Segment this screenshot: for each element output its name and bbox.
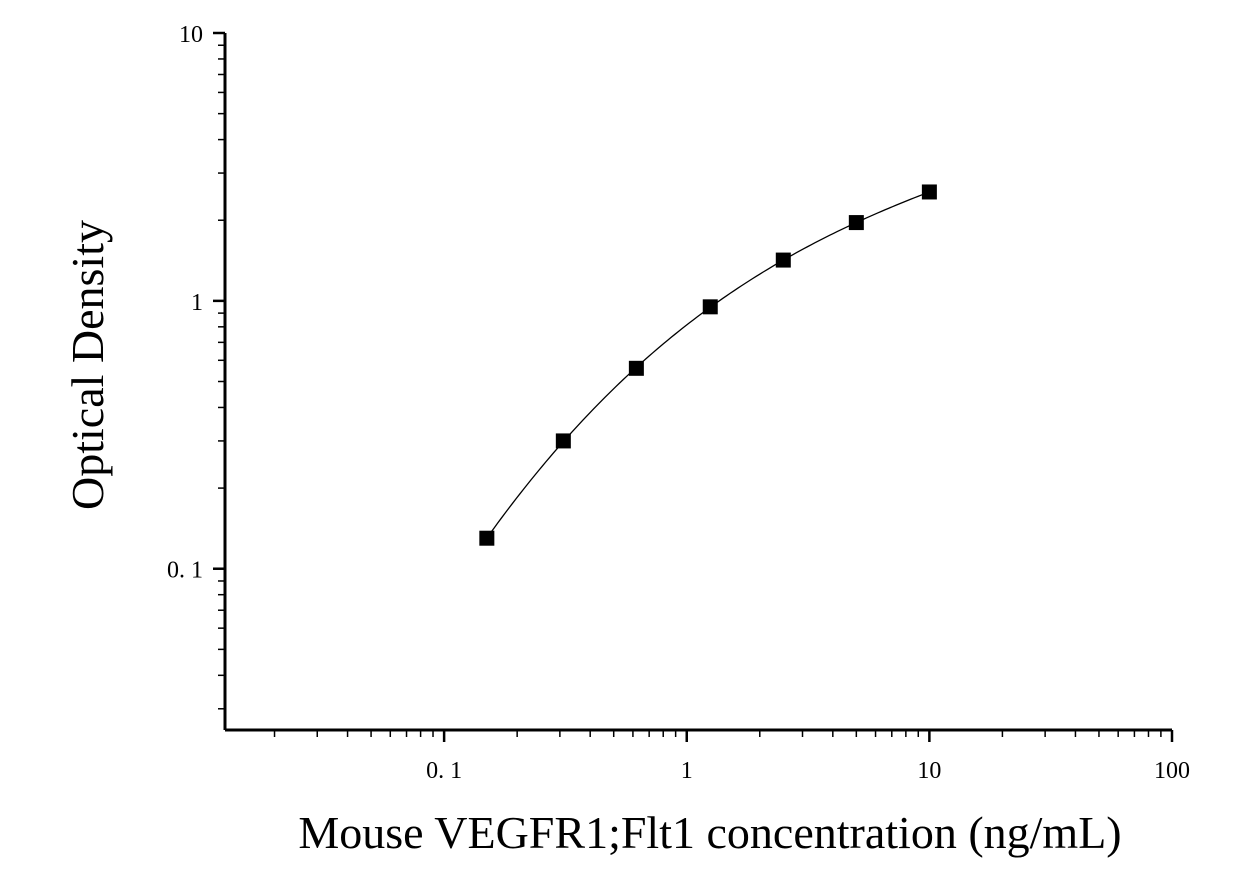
- y-tick-label: 1: [191, 290, 203, 316]
- y-tick-label: 10: [179, 22, 203, 48]
- data-points: [479, 184, 937, 546]
- x-axis-title: Mouse VEGFR1;Flt1 concentration (ng/mL): [298, 807, 1121, 858]
- x-tick-label: 100: [1154, 758, 1190, 784]
- data-point: [555, 433, 571, 449]
- axes: [223, 33, 1172, 732]
- data-point: [921, 184, 937, 200]
- y-axis-title: Optical Density: [62, 220, 113, 510]
- fit-curve-layer: [486, 191, 930, 539]
- x-tick-label: 10: [917, 758, 941, 784]
- ticks: 0. 1 1 10 100 0. 1 1 10: [167, 22, 1190, 784]
- data-point: [775, 252, 791, 268]
- data-point: [848, 215, 864, 231]
- fit-curve: [486, 191, 930, 539]
- data-point: [479, 530, 495, 546]
- data-point: [702, 299, 718, 315]
- y-tick-label: 0. 1: [167, 558, 203, 584]
- data-point: [628, 360, 644, 376]
- x-tick-label: 1: [681, 758, 693, 784]
- x-tick-label: 0. 1: [426, 758, 462, 784]
